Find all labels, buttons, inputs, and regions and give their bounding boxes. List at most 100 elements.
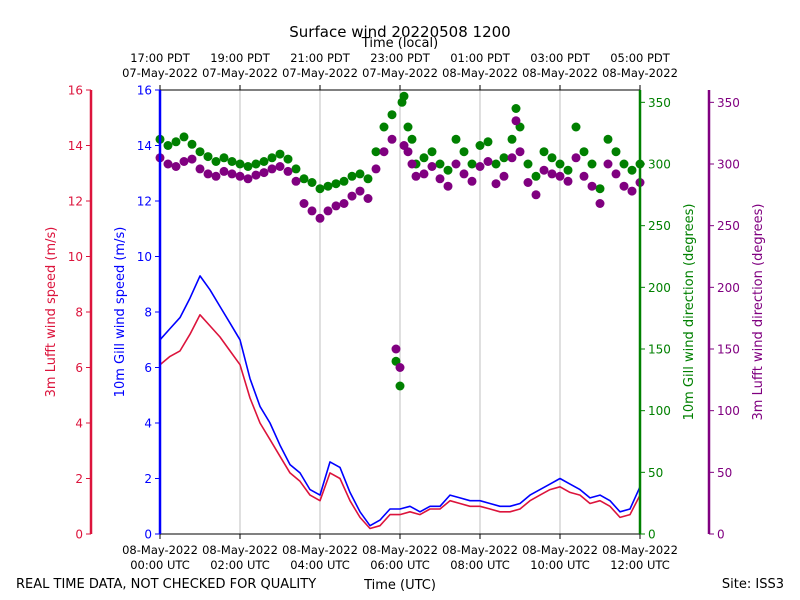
data-point	[459, 169, 469, 179]
x-tick-label-date: 08-May-2022	[122, 543, 198, 557]
series-line	[159, 275, 641, 527]
data-point	[387, 134, 397, 144]
y-tick-label: 2	[144, 472, 152, 486]
data-point	[563, 165, 573, 175]
data-point	[187, 154, 197, 164]
data-point	[371, 164, 381, 174]
data-point	[331, 179, 341, 189]
data-point	[275, 149, 285, 159]
data-point	[379, 147, 389, 157]
top-tick-label-time: 01:00 PDT	[450, 51, 511, 65]
grid-lines	[239, 90, 561, 534]
y-tick-label: 8	[144, 306, 152, 320]
data-point	[523, 178, 533, 187]
y-tick-label: 16	[68, 84, 83, 98]
data-point	[539, 165, 549, 175]
chart-title: Surface wind 20220508 1200	[289, 23, 510, 41]
data-point	[171, 162, 181, 171]
x-tick-label-date: 08-May-2022	[602, 543, 678, 557]
x-tick-label-date: 08-May-2022	[362, 543, 438, 557]
data-point	[163, 159, 173, 169]
lufft-direction-axis-label: 3m Lufft wind direction (degrees)	[751, 204, 766, 421]
y-tick-label: 4	[75, 417, 83, 431]
top-tick-label-time: 21:00 PDT	[290, 51, 351, 65]
data-point	[275, 162, 285, 171]
y-tick-label: 10	[137, 250, 152, 264]
data-point	[483, 137, 493, 147]
y-tick-label: 100	[717, 404, 740, 418]
data-point	[203, 152, 213, 162]
data-point	[219, 153, 229, 163]
data-point	[475, 162, 485, 171]
data-point	[307, 178, 317, 187]
data-point	[571, 153, 581, 163]
data-point	[483, 157, 493, 166]
data-point	[251, 170, 261, 180]
lufft-speed-axis: 0 2 4 6 8 10 12 14 16	[68, 84, 93, 542]
data-point	[267, 164, 277, 174]
top-tick-label-date: 07-May-2022	[202, 66, 278, 80]
top-tick-label-time: 05:00 PDT	[610, 51, 671, 65]
series-line	[159, 313, 641, 530]
data-point	[507, 153, 517, 163]
top-tick-label-time: 03:00 PDT	[530, 51, 591, 65]
data-point	[219, 166, 229, 176]
x-tick-label-time: 10:00 UTC	[530, 558, 590, 572]
data-point	[395, 381, 405, 391]
data-point	[323, 206, 333, 216]
data-point	[283, 154, 293, 164]
data-point	[563, 176, 573, 186]
top-tick-label-time: 17:00 PDT	[130, 51, 191, 65]
data-point	[435, 174, 445, 184]
data-point	[259, 157, 269, 166]
x-tick-label-date: 08-May-2022	[522, 543, 598, 557]
data-point	[163, 141, 173, 150]
data-point	[363, 194, 373, 203]
data-point	[403, 122, 413, 132]
data-point	[195, 147, 205, 157]
data-point	[587, 181, 597, 191]
data-point	[595, 199, 605, 208]
x-tick-label-time: 08:00 UTC	[450, 558, 510, 572]
y-tick-label: 12	[68, 195, 83, 209]
x-tick-label-date: 08-May-2022	[202, 543, 278, 557]
plot-data	[155, 91, 645, 530]
y-tick-label: 250	[648, 219, 671, 233]
data-point	[571, 122, 581, 132]
x-tick-label-date: 08-May-2022	[442, 543, 518, 557]
data-point	[179, 157, 189, 166]
data-point	[267, 153, 277, 163]
data-point	[315, 184, 325, 194]
data-point	[467, 176, 477, 186]
lufft-speed-axis-label: 3m Lufft wind speed (m/s)	[44, 227, 59, 398]
data-point	[339, 176, 349, 186]
y-tick-label: 10	[68, 250, 83, 264]
data-point	[251, 159, 261, 169]
y-tick-label: 350	[717, 96, 740, 110]
gill-direction-axis: 0 50 100 150 200 250 300 350	[638, 90, 671, 542]
data-point	[531, 171, 541, 181]
top-tick-label-time: 23:00 PDT	[370, 51, 431, 65]
data-point	[627, 165, 637, 175]
data-point	[467, 159, 477, 169]
y-tick-label: 16	[137, 84, 152, 98]
y-tick-label: 300	[648, 158, 671, 172]
data-point	[451, 134, 461, 144]
y-tick-label: 150	[717, 343, 740, 357]
data-point	[227, 157, 237, 166]
top-tick-label-date: 08-May-2022	[522, 66, 598, 80]
y-tick-label: 200	[717, 281, 740, 295]
y-tick-label: 14	[68, 139, 83, 153]
data-point	[283, 166, 293, 176]
data-point	[435, 159, 445, 169]
y-tick-label: 2	[75, 472, 83, 486]
data-point	[411, 171, 421, 181]
y-tick-label: 0	[75, 528, 83, 542]
top-tick-label-date: 07-May-2022	[122, 66, 198, 80]
site-label: Site: ISS3	[722, 577, 784, 592]
data-point	[227, 169, 237, 179]
x-tick-label-time: 02:00 UTC	[210, 558, 270, 572]
x-tick-label-date: 08-May-2022	[282, 543, 358, 557]
x-tick-label-time: 04:00 UTC	[290, 558, 350, 572]
